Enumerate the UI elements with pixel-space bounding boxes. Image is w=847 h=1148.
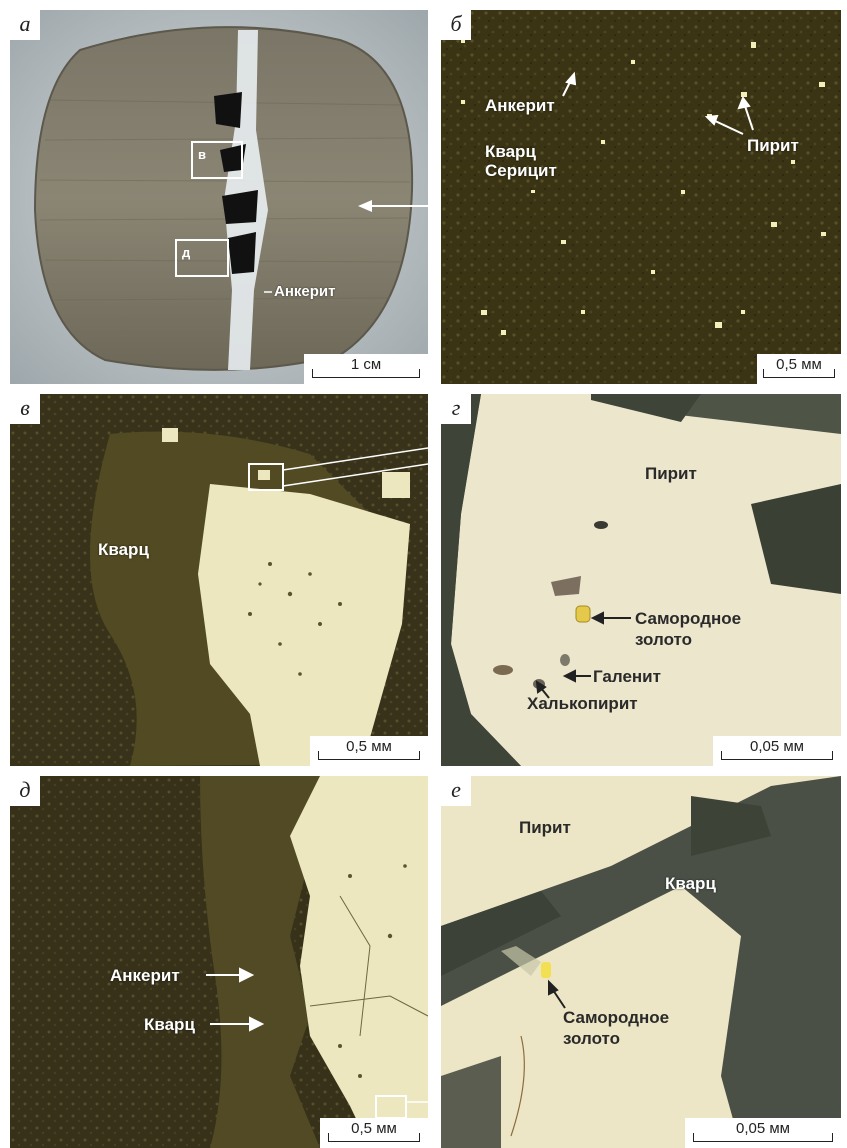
label-gold-line1: Самородное xyxy=(563,1008,670,1027)
panel-g: г Пирит Самородное золото Галенит Халько… xyxy=(441,394,841,766)
panel-d-letter: д xyxy=(10,776,40,806)
label-ankerit: Анкерит xyxy=(485,96,555,115)
inset-v-label: в xyxy=(198,147,206,162)
panel-b-letter: б xyxy=(441,10,471,40)
label-serisit: Серицит xyxy=(485,161,557,180)
scale-label: 0,5 мм xyxy=(776,356,822,373)
label-pirit: Пирит xyxy=(747,136,799,155)
inset-d-label: д xyxy=(182,245,191,260)
scale-label: 0,5 мм xyxy=(346,738,392,755)
label-gold-line1: Самородное xyxy=(635,609,742,628)
panel-a: а в д Анкерит 1 см xyxy=(10,10,428,384)
scale-label: 0,05 мм xyxy=(750,738,804,755)
rock-sample-image xyxy=(10,10,428,384)
label-galenit: Галенит xyxy=(593,667,661,686)
scale-label: 0,5 мм xyxy=(351,1120,397,1137)
label-kvarts: Кварц xyxy=(144,1015,195,1034)
panel-a-letter: а xyxy=(10,10,40,40)
panel-v-letter: в xyxy=(10,394,40,424)
label-pirit: Пирит xyxy=(519,818,571,837)
scale-bar: 0,05 мм xyxy=(685,1118,841,1148)
micrograph-image xyxy=(10,394,428,766)
micrograph-image xyxy=(441,394,841,766)
micrograph-image xyxy=(441,10,841,384)
panel-b: б Анкерит Кварц Серицит Пирит 0,5 мм xyxy=(441,10,841,384)
scale-bar: 0,05 мм xyxy=(713,736,841,766)
label-gold-line2: золото xyxy=(563,1029,621,1048)
panel-e: е Пирит Кварц Самородное золото 0,05 мм xyxy=(441,776,841,1148)
scale-bar: 0,5 мм xyxy=(310,736,428,766)
scale-bar: 0,5 мм xyxy=(320,1118,428,1148)
micrograph-image xyxy=(10,776,428,1148)
label-gold-line2: золото xyxy=(635,630,693,649)
label-kvarts: Кварц xyxy=(485,142,536,161)
label-kvarts: Кварц xyxy=(98,540,149,559)
panel-d: д Анкерит Кварц 0,5 мм xyxy=(10,776,428,1148)
label-ankerit: Анкерит xyxy=(274,283,336,300)
label-pirit: Пирит xyxy=(645,464,697,483)
label-ankerit: Анкерит xyxy=(110,966,180,985)
label-kvarts: Кварц xyxy=(665,874,716,893)
scale-bar: 1 см xyxy=(304,354,428,384)
scale-label: 1 см xyxy=(350,356,382,373)
scale-bar: 0,5 мм xyxy=(757,354,841,384)
panel-g-letter: г xyxy=(441,394,471,424)
panel-v: в Кварц 0,5 мм xyxy=(10,394,428,766)
micrograph-image xyxy=(441,776,841,1148)
panel-e-letter: е xyxy=(441,776,471,806)
scale-label: 0,05 мм xyxy=(736,1120,790,1137)
label-chalcopyrite: Халькопирит xyxy=(527,694,638,713)
